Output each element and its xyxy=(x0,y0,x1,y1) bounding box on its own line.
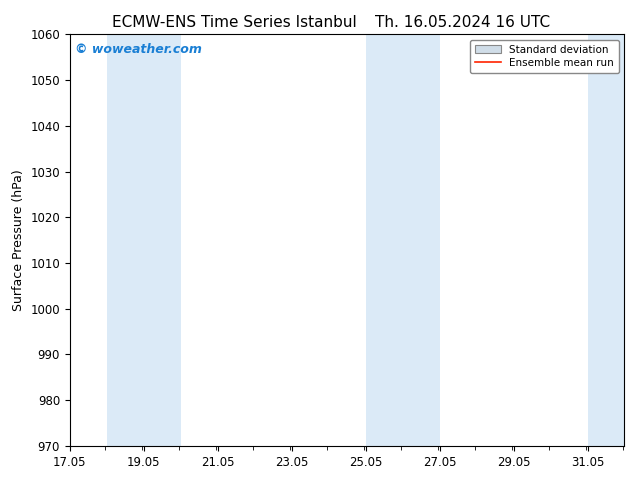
Bar xyxy=(107,34,181,446)
Bar xyxy=(366,34,439,446)
Y-axis label: Surface Pressure (hPa): Surface Pressure (hPa) xyxy=(11,169,25,311)
Text: ECMW-ENS Time Series Istanbul: ECMW-ENS Time Series Istanbul xyxy=(112,15,357,30)
Text: Th. 16.05.2024 16 UTC: Th. 16.05.2024 16 UTC xyxy=(375,15,550,30)
Bar xyxy=(588,34,634,446)
Text: © woweather.com: © woweather.com xyxy=(75,43,202,55)
Legend: Standard deviation, Ensemble mean run: Standard deviation, Ensemble mean run xyxy=(470,40,619,73)
